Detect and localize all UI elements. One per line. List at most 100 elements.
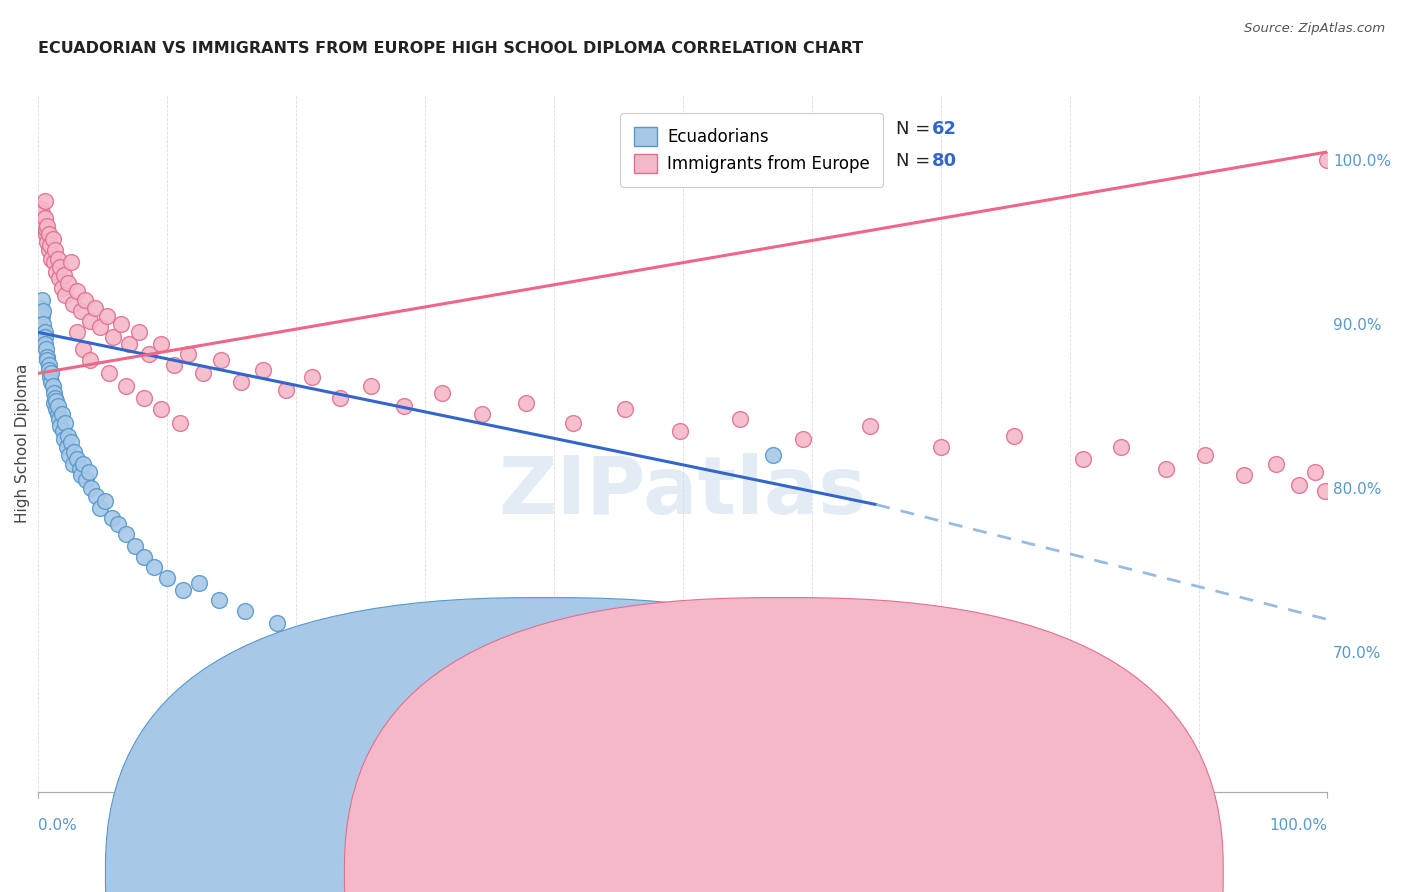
Point — [34, 336, 56, 351]
Point — [70, 468, 93, 483]
Point — [266, 615, 288, 630]
Point — [329, 391, 352, 405]
Point — [34, 211, 56, 225]
Point — [252, 363, 274, 377]
Point — [149, 402, 172, 417]
Text: 0.340: 0.340 — [785, 153, 842, 170]
Point — [49, 260, 72, 274]
Point — [32, 219, 55, 233]
Point — [42, 396, 65, 410]
Point — [394, 399, 416, 413]
Point — [86, 489, 108, 503]
Point — [63, 445, 86, 459]
Point — [430, 386, 453, 401]
Text: R =: R = — [748, 120, 786, 138]
Point — [233, 604, 256, 618]
Point — [66, 285, 89, 299]
Point — [62, 457, 84, 471]
Point — [49, 418, 72, 433]
Point — [117, 336, 139, 351]
Point — [51, 281, 73, 295]
Point — [110, 317, 132, 331]
Text: 62: 62 — [932, 120, 956, 138]
Point — [39, 238, 62, 252]
Point — [34, 326, 56, 340]
Point — [35, 222, 58, 236]
Point — [80, 481, 103, 495]
Text: R =: R = — [748, 153, 792, 170]
Point — [31, 293, 53, 307]
Point — [34, 194, 56, 209]
Point — [30, 202, 52, 217]
Point — [39, 252, 62, 266]
Point — [37, 235, 59, 249]
Point — [79, 353, 101, 368]
Point — [37, 350, 59, 364]
Point — [37, 219, 59, 233]
Point — [172, 582, 194, 597]
Point — [37, 353, 59, 368]
Point — [301, 369, 323, 384]
Point — [360, 379, 382, 393]
Point — [1264, 457, 1286, 471]
Point — [77, 465, 100, 479]
Point — [55, 440, 77, 454]
Point — [89, 500, 111, 515]
Point — [53, 432, 76, 446]
Point — [115, 527, 138, 541]
Text: -0.278: -0.278 — [779, 120, 844, 138]
Point — [124, 539, 146, 553]
Point — [30, 301, 52, 315]
Point — [73, 293, 96, 307]
Point — [45, 394, 67, 409]
Point — [44, 244, 66, 258]
Point — [115, 379, 138, 393]
Point — [42, 255, 65, 269]
Point — [79, 314, 101, 328]
Point — [46, 399, 69, 413]
Point — [1156, 461, 1178, 475]
Point — [53, 268, 76, 282]
Point — [51, 408, 73, 422]
Point — [59, 435, 82, 450]
Point — [169, 416, 191, 430]
Point — [1002, 428, 1025, 442]
Point — [107, 517, 129, 532]
Point — [48, 412, 70, 426]
Point — [45, 265, 67, 279]
Point — [62, 297, 84, 311]
Point — [39, 369, 62, 384]
Point — [101, 330, 124, 344]
Point — [209, 353, 232, 368]
Point — [96, 309, 118, 323]
Point — [38, 363, 60, 377]
Point — [39, 375, 62, 389]
Point — [56, 428, 79, 442]
Point — [792, 432, 814, 446]
Point — [193, 367, 215, 381]
Point — [46, 252, 69, 266]
Point — [1109, 440, 1132, 454]
Point — [859, 418, 882, 433]
Point — [274, 383, 297, 397]
Text: Source: ZipAtlas.com: Source: ZipAtlas.com — [1244, 22, 1385, 36]
Point — [728, 412, 751, 426]
Point — [31, 309, 53, 323]
Point — [613, 402, 636, 417]
Point — [45, 402, 67, 417]
Point — [41, 379, 63, 393]
Point — [38, 358, 60, 372]
Point — [669, 424, 692, 438]
Text: Immigrants from Europe: Immigrants from Europe — [765, 858, 950, 872]
Point — [471, 408, 494, 422]
Point — [55, 287, 77, 301]
Point — [177, 347, 200, 361]
Point — [1194, 449, 1216, 463]
Point — [39, 367, 62, 381]
Y-axis label: High School Diploma: High School Diploma — [15, 363, 30, 523]
Point — [89, 320, 111, 334]
Point — [1071, 451, 1094, 466]
Point — [44, 391, 66, 405]
Point — [69, 461, 91, 475]
Point — [42, 386, 65, 401]
